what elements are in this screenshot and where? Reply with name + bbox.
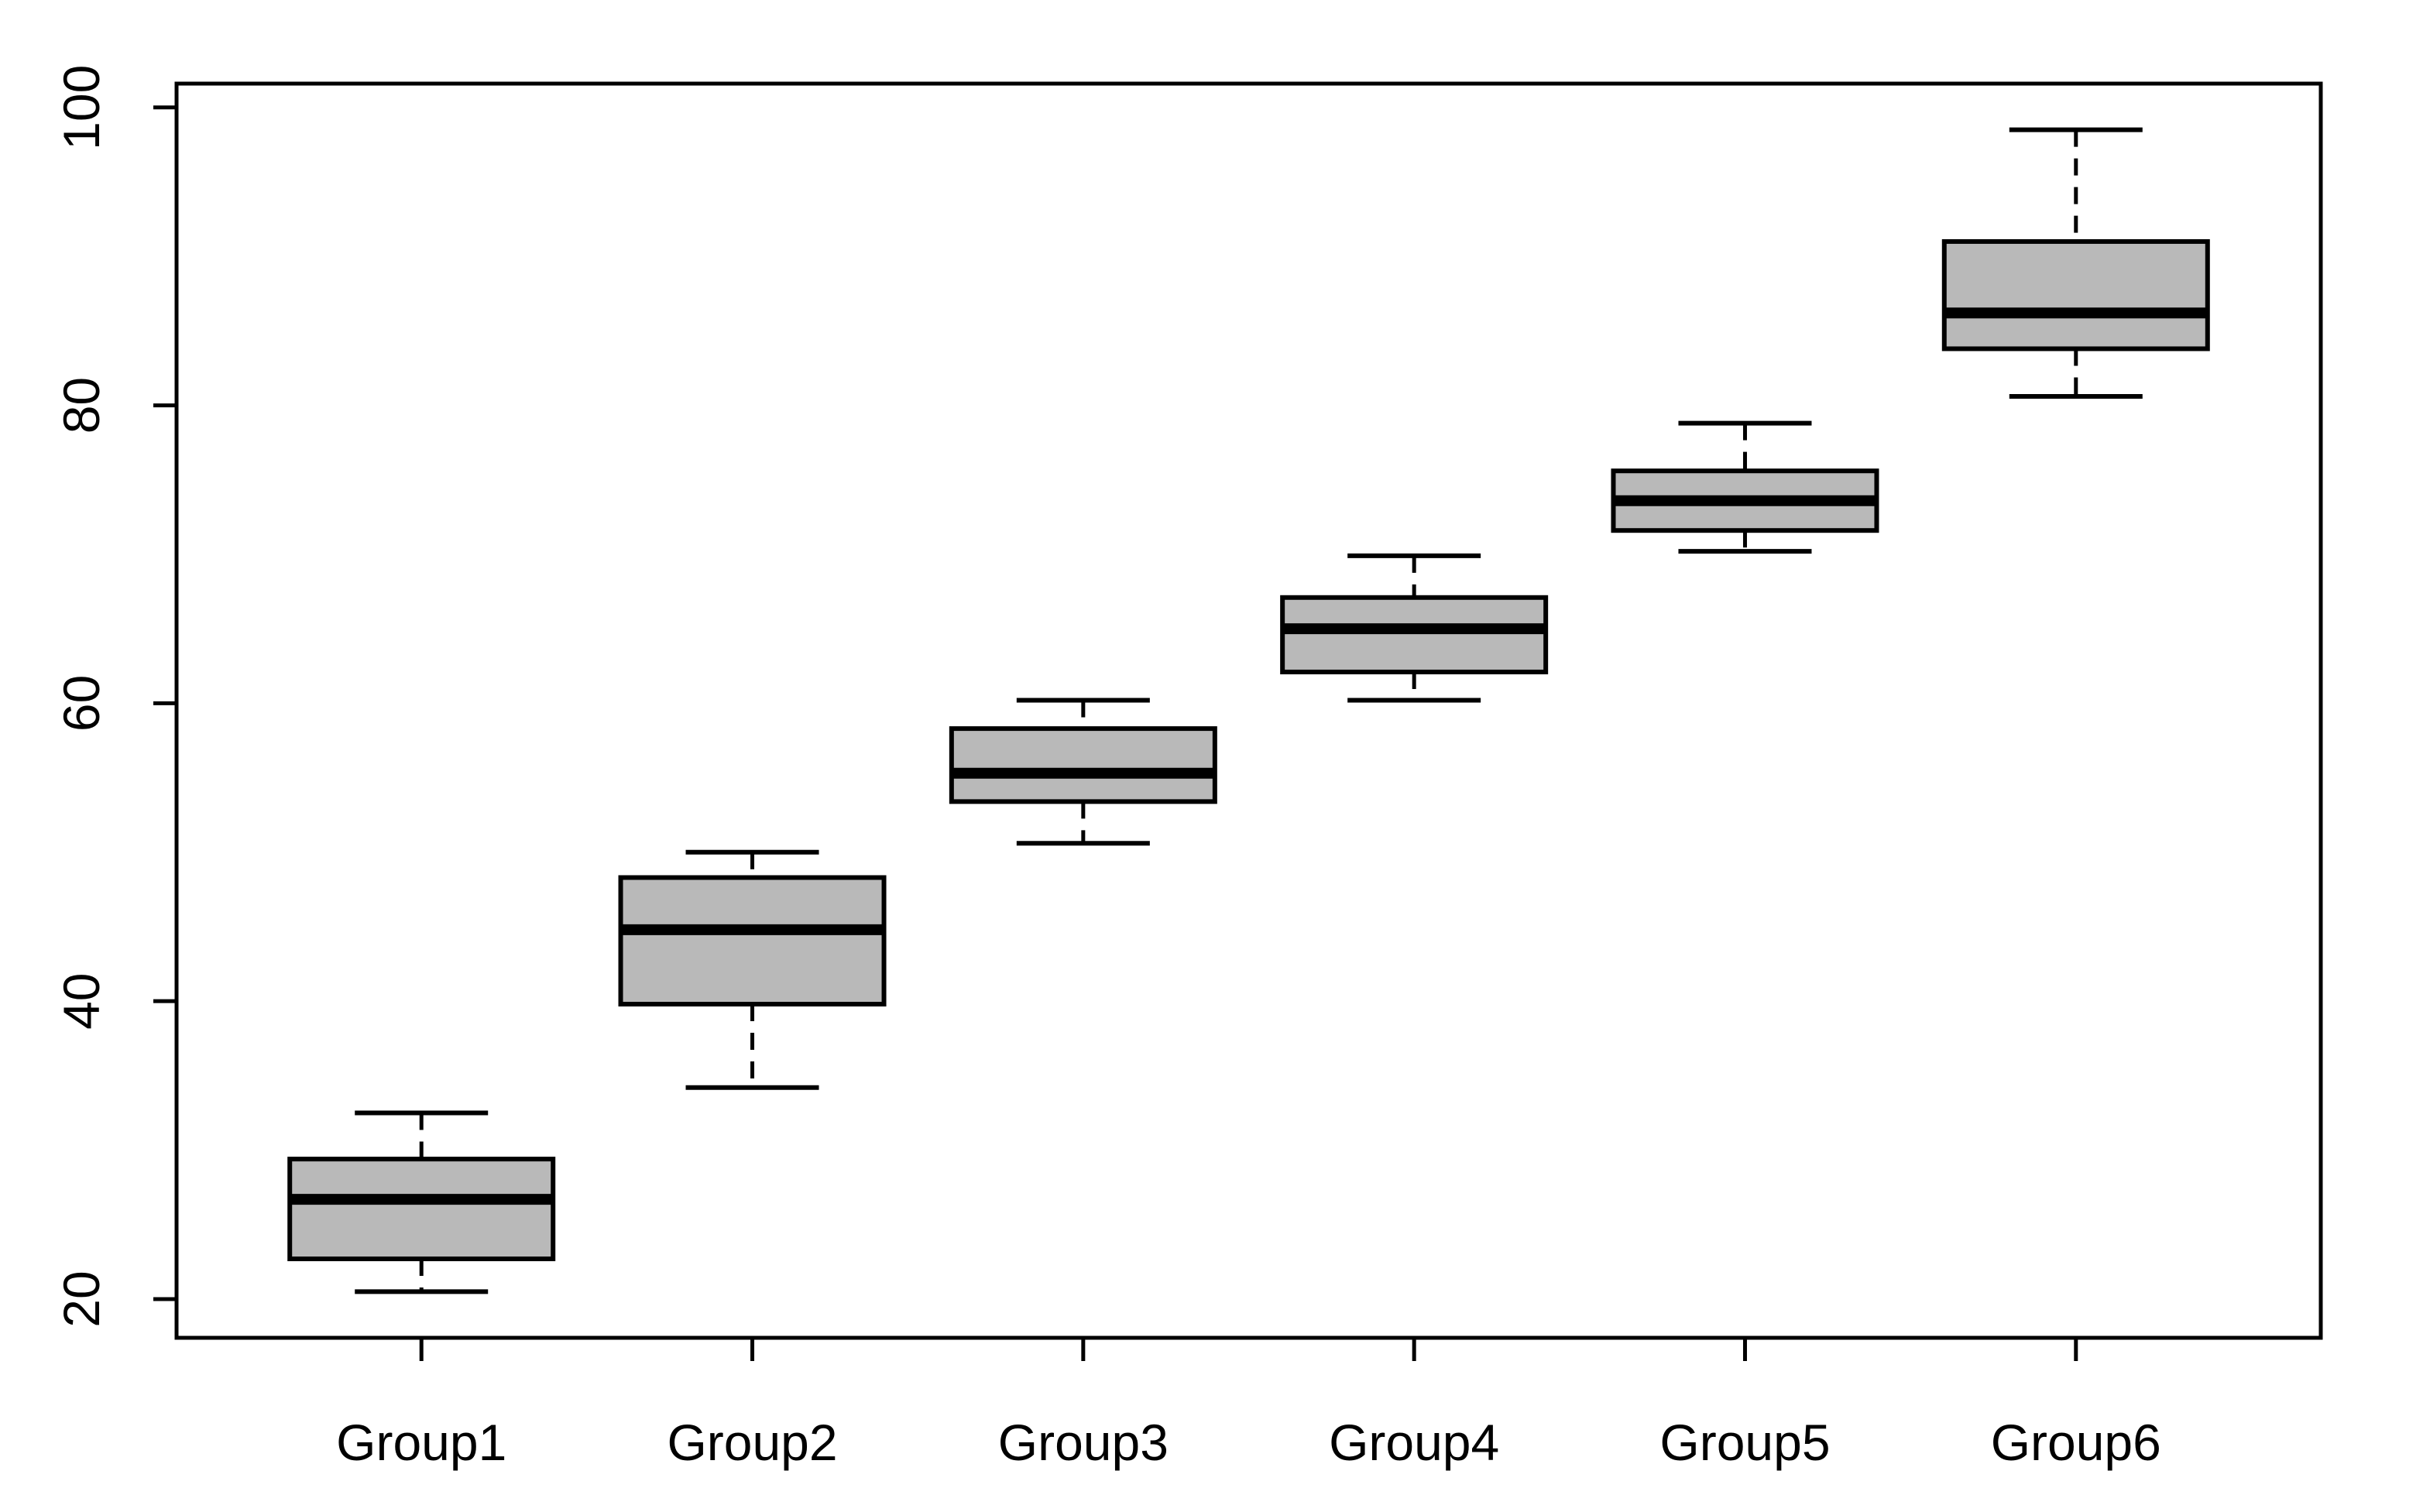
boxplot-group-Group2: Group2 <box>618 849 887 1471</box>
x-axis-label: Group2 <box>667 1414 837 1471</box>
iqr-box <box>1280 595 1549 674</box>
iqr-box <box>1941 238 2210 351</box>
y-axis-tick-label: 40 <box>53 972 110 1029</box>
x-axis-label: Group5 <box>1659 1414 1830 1471</box>
boxplot-group-Group1: Group1 <box>287 1110 556 1471</box>
boxplot-group-Group6: Group6 <box>1941 127 2210 1471</box>
y-axis-tick-label: 100 <box>53 65 110 150</box>
y-axis-tick-label: 80 <box>53 377 110 434</box>
y-axis-tick-label: 60 <box>53 675 110 732</box>
x-axis-label: Group4 <box>1329 1414 1499 1471</box>
x-axis-label: Group1 <box>336 1414 506 1471</box>
iqr-box <box>287 1157 556 1262</box>
plot-border <box>174 81 2323 1340</box>
boxplot-group-Group5: Group5 <box>1611 420 1879 1471</box>
boxplot-group-Group4: Group4 <box>1280 553 1549 1471</box>
boxplot-group-Group3: Group3 <box>949 698 1217 1471</box>
iqr-box <box>949 726 1217 804</box>
x-axis-label: Group6 <box>1991 1414 2161 1471</box>
y-axis-tick-label: 20 <box>53 1270 110 1327</box>
x-axis-label: Group3 <box>998 1414 1169 1471</box>
iqr-box <box>618 875 887 1007</box>
